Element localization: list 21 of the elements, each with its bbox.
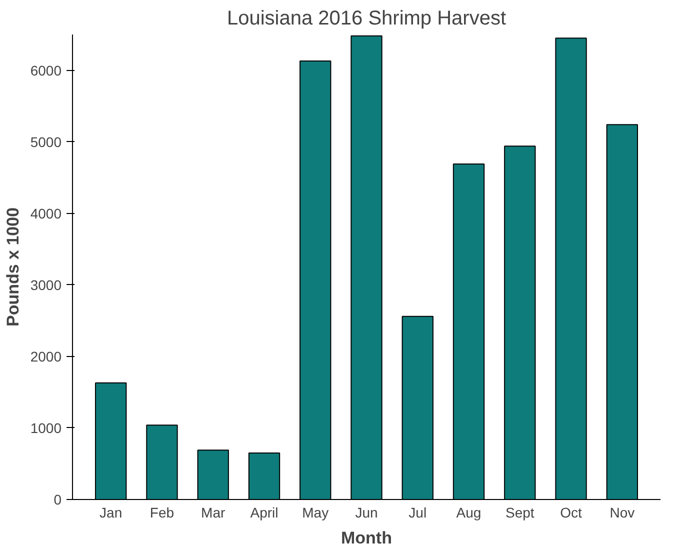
x-tick-label: Feb xyxy=(150,504,174,520)
y-tick-label: 0 xyxy=(54,492,62,508)
x-tick-label: Oct xyxy=(560,504,582,520)
y-tick-label: 5000 xyxy=(30,134,62,150)
y-tick-label: 6000 xyxy=(30,62,62,78)
x-tick-label: Jul xyxy=(408,504,427,520)
x-tick-label: Nov xyxy=(610,504,635,520)
x-tick-label: Sept xyxy=(505,504,534,520)
x-axis-title: Month xyxy=(341,528,392,548)
y-tick-label: 3000 xyxy=(30,276,62,293)
y-tick-label: 2000 xyxy=(30,348,62,364)
x-tick-label: Mar xyxy=(201,504,226,520)
x-tick-label: May xyxy=(302,504,329,520)
x-tick-label: Jun xyxy=(355,504,378,520)
x-tick-label: Aug xyxy=(456,504,482,520)
x-tick-label: April xyxy=(250,504,278,520)
y-tick-label: 4000 xyxy=(30,205,62,222)
chart-title: Louisiana 2016 Shrimp Harvest xyxy=(226,8,506,30)
y-tick-label: 1000 xyxy=(30,420,62,436)
x-tick-label: Jan xyxy=(100,504,122,520)
y-axis-title: Pounds x 1000 xyxy=(3,207,22,327)
